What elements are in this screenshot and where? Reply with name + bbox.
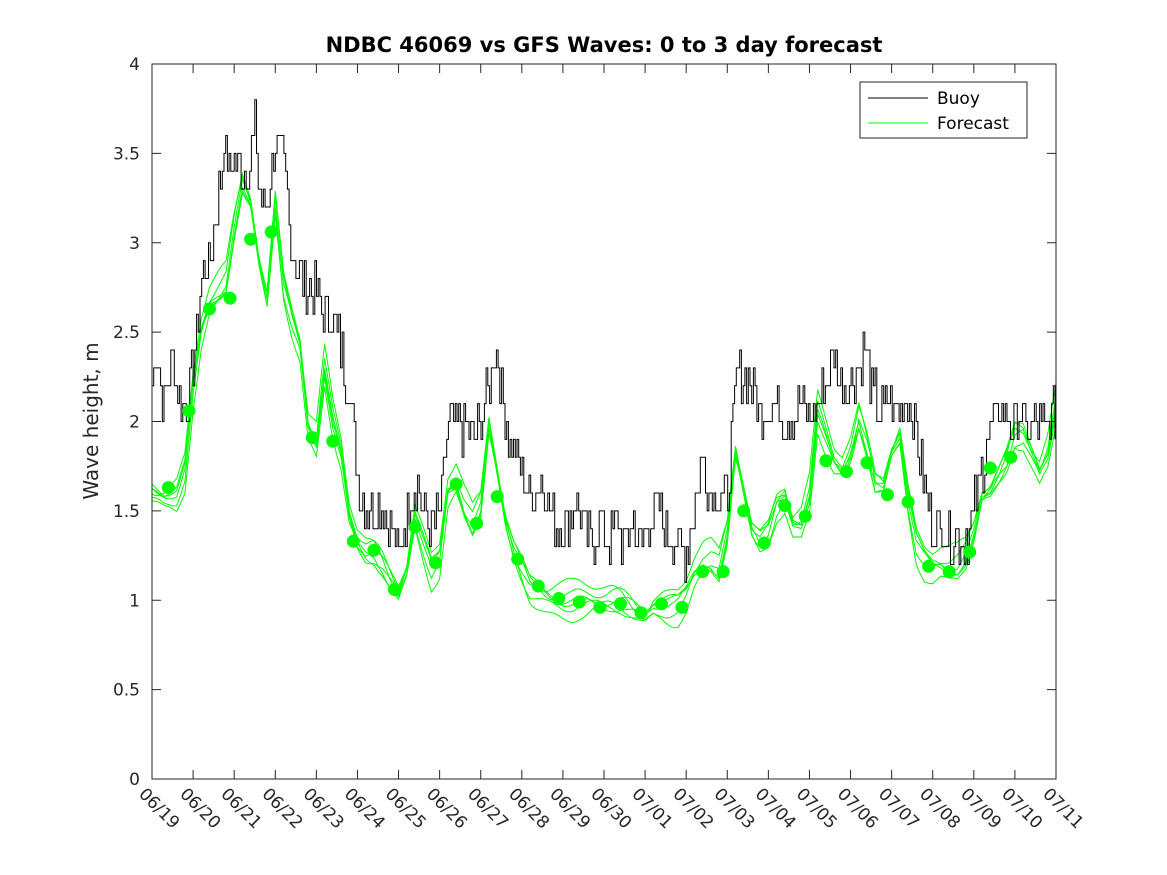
forecast-point (696, 565, 710, 579)
forecast-point (182, 404, 196, 418)
forecast-point (613, 597, 627, 611)
y-tick-label: 2 (129, 413, 140, 433)
forecast-point (572, 595, 586, 609)
forecast-point (839, 465, 853, 479)
forecast-point (757, 536, 771, 550)
forecast-point (305, 431, 319, 445)
y-tick-label: 0 (129, 770, 140, 790)
y-tick-label: 0.5 (113, 681, 140, 701)
forecast-point (922, 559, 936, 573)
y-tick-label: 2.5 (113, 323, 140, 343)
forecast-point (408, 520, 422, 534)
forecast-point (511, 552, 525, 566)
forecast-point (798, 509, 812, 523)
legend-box (859, 81, 1028, 139)
forecast-point (983, 461, 997, 475)
forecast-point (737, 504, 751, 518)
forecast-point (819, 454, 833, 468)
y-axis: 0 0.5 1 1.5 2 2.5 3 3.5 4 (113, 55, 1056, 790)
forecast-point (161, 481, 175, 495)
forecast-point (716, 565, 730, 579)
legend-buoy-label: Buoy (937, 89, 980, 109)
forecast-point (634, 606, 648, 620)
forecast-point (429, 556, 442, 570)
chart-title: NDBC 46069 vs GFS Waves: 0 to 3 day fore… (326, 33, 883, 57)
forecast-point (203, 302, 216, 316)
forecast-point (1004, 450, 1018, 464)
forecast-point (244, 232, 258, 246)
forecast-point (264, 225, 278, 239)
forecast-point (942, 565, 956, 579)
y-tick-label: 3 (129, 234, 140, 254)
forecast-point (655, 597, 668, 611)
y-tick-label: 4 (129, 55, 140, 75)
buoy-line (152, 99, 1056, 583)
forecast-point (387, 583, 401, 596)
forecast-point (963, 545, 977, 559)
forecast-markers (161, 225, 1018, 620)
forecast-point (470, 516, 484, 530)
legend: Buoy Forecast (859, 81, 1028, 139)
y-tick-label: 3.5 (113, 144, 140, 164)
forecast-point (346, 534, 360, 548)
forecast-point (449, 477, 463, 491)
legend-forecast-label: Forecast (937, 114, 1009, 134)
y-axis-label: Wave height, m (79, 342, 103, 499)
forecast-point (367, 543, 381, 557)
forecast-point (326, 434, 340, 448)
forecast-point (778, 499, 792, 512)
forecast-point (223, 291, 237, 305)
forecast-point (675, 600, 689, 614)
forecast-point (860, 456, 874, 470)
forecast-line (152, 171, 1056, 616)
forecast-point (552, 592, 566, 605)
forecast-point (490, 490, 504, 504)
forecast-point (901, 495, 915, 509)
forecast-point (593, 600, 607, 614)
buoy-series (152, 99, 1056, 583)
forecast-line (152, 174, 1056, 618)
y-tick-label: 1 (129, 591, 140, 611)
y-tick-label: 1.5 (113, 502, 140, 522)
forecast-point (531, 579, 545, 593)
forecast-point (881, 488, 894, 502)
